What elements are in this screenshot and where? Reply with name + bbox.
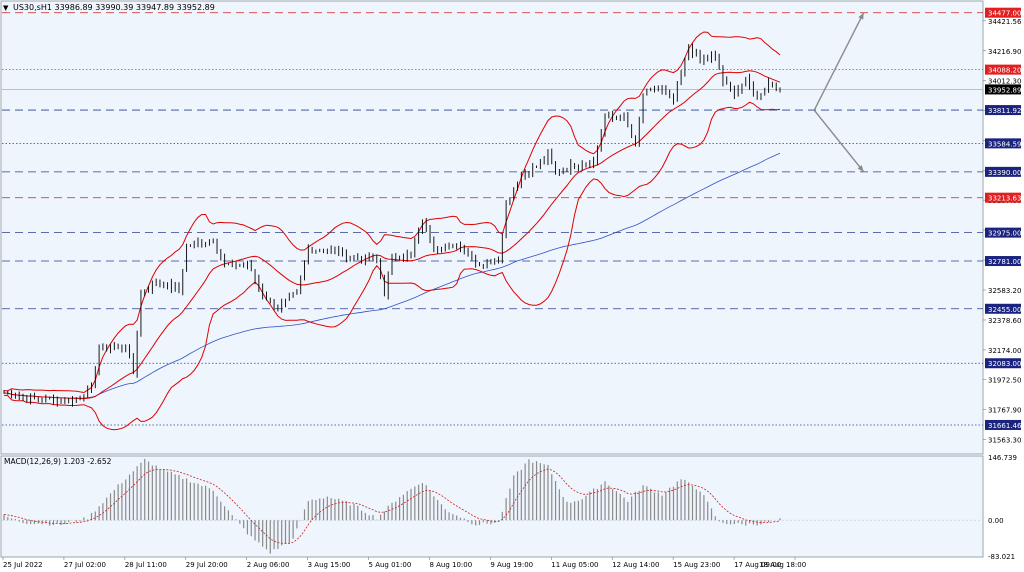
- macd-axis-label: 0.00: [988, 517, 1004, 525]
- price-axis-label: 34216.90: [988, 48, 1021, 56]
- level-price-tag-label: 32455.00: [988, 306, 1021, 314]
- time-axis-label: 27 Jul 02:00: [64, 561, 106, 569]
- header-arrow-icon[interactable]: ▼: [3, 4, 9, 12]
- projection-arrowhead: [857, 165, 864, 172]
- time-axis-label: 18 Aug 18:00: [759, 561, 806, 569]
- time-axis-label: 17 Aug 09:00: [734, 561, 781, 569]
- macd-plot-area[interactable]: [0, 455, 984, 558]
- level-price-tag: [985, 227, 1021, 238]
- level-price-tag: [985, 64, 1021, 75]
- level-price-tag: [985, 303, 1021, 314]
- price-axis-label: 31972.50: [988, 376, 1021, 384]
- level-price-tag-label: 33213.63: [988, 195, 1021, 203]
- time-axis-label: 11 Aug 05:00: [551, 561, 598, 569]
- level-price-tag-label: 34477.00: [988, 10, 1021, 18]
- level-price-tag-label: 32781.00: [988, 258, 1021, 266]
- macd-axis-label: -83.021: [988, 553, 1015, 561]
- price-axis-label: 34012.30: [988, 78, 1021, 86]
- level-price-tag-label: 33952.89: [988, 86, 1021, 94]
- time-axis: 25 Jul 2022 27 Jul 02:00 28 Jul 11:00 29 Ju…: [2, 557, 806, 569]
- main-plot-area[interactable]: [0, 0, 984, 455]
- level-price-tag: [985, 7, 1021, 18]
- level-price-tag: [985, 105, 1021, 116]
- price-axis-label: 32174.00: [988, 347, 1021, 355]
- level-price-tag-label: 32975.00: [988, 230, 1021, 238]
- time-axis-label: 9 Aug 19:00: [490, 561, 533, 569]
- level-price-tag-label: 34088.20: [988, 67, 1021, 75]
- projection-arrow: [813, 12, 865, 111]
- level-price-tag-label: 33390.00: [988, 169, 1021, 177]
- time-axis-label: 2 Aug 06:00: [247, 561, 290, 569]
- level-price-tag: [985, 138, 1021, 149]
- macd-histogram: [2, 458, 983, 554]
- time-axis-label: 15 Aug 23:00: [673, 561, 720, 569]
- level-price-tag-label: 33584.59: [988, 140, 1021, 148]
- price-axis-label: 31767.90: [988, 406, 1021, 414]
- price-axis-label: 31563.30: [988, 436, 1021, 444]
- projection-arrow: [813, 109, 865, 173]
- time-axis-label: 28 Jul 11:00: [125, 561, 167, 569]
- time-axis-label: 29 Jul 20:00: [186, 561, 228, 569]
- time-axis-label: 3 Aug 15:00: [308, 561, 351, 569]
- projection-arrowhead: [858, 12, 864, 20]
- time-axis-label: 5 Aug 01:00: [369, 561, 412, 569]
- projection-arrows: [813, 12, 865, 173]
- level-price-tag: [985, 358, 1021, 369]
- bollinger-lower-line: [3, 101, 781, 431]
- price-series: [3, 43, 781, 407]
- level-price-tag-label: 31661.46: [988, 422, 1022, 430]
- level-price-tag: [985, 256, 1021, 267]
- chart-header-info: US30,sH1 33986.89 33990.39 33947.89 3395…: [13, 3, 215, 12]
- level-price-tag: [985, 419, 1021, 430]
- macd-axis-label: 146.739: [988, 454, 1017, 462]
- price-axis-label: 32583.20: [988, 287, 1021, 295]
- price-axis: 34421.5634216.9034012.3033197.0032583.20…: [983, 7, 1022, 561]
- price-axis-label: 32378.60: [988, 317, 1021, 325]
- horizontal-levels: [2, 12, 983, 426]
- level-price-tag: [985, 166, 1021, 177]
- moving-average-line: [3, 152, 781, 399]
- price-axis-label: 34421.56: [988, 18, 1022, 26]
- macd-signal-line: [3, 468, 781, 544]
- bollinger-upper-line: [3, 31, 781, 394]
- level-price-tag-label: 32083.00: [988, 360, 1021, 368]
- level-price-tag-label: 33811.92: [988, 107, 1021, 115]
- time-axis-label: 12 Aug 14:00: [612, 561, 659, 569]
- level-price-tag: [985, 84, 1021, 95]
- time-axis-label: 8 Aug 10:00: [429, 561, 472, 569]
- level-price-tag: [985, 192, 1021, 203]
- macd-label: MACD(12,26,9) 1.203 -2.652: [4, 457, 112, 466]
- time-axis-label: 25 Jul 2022: [3, 561, 43, 569]
